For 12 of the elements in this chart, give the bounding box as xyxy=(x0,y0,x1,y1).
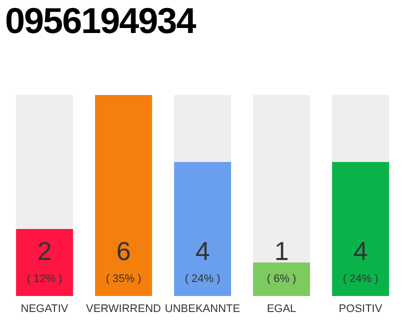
data-label: 1 ( 6% ) xyxy=(266,236,296,285)
data-label: 4 ( 24% ) xyxy=(342,236,378,285)
x-tick-label: UNBEKANNTE xyxy=(164,302,240,315)
x-tick-label: NEGATIV xyxy=(20,302,69,315)
data-label: 4 ( 24% ) xyxy=(184,236,220,285)
chart-title: 0956194934 xyxy=(5,0,196,42)
data-label: 2 ( 12% ) xyxy=(26,236,62,285)
x-tick-label: EGAL xyxy=(266,302,296,315)
bar xyxy=(253,262,310,296)
x-tick-label: POSITIV xyxy=(338,302,383,315)
data-label: 6 ( 35% ) xyxy=(106,236,142,285)
x-tick-label: VERWIRREND xyxy=(86,302,162,315)
